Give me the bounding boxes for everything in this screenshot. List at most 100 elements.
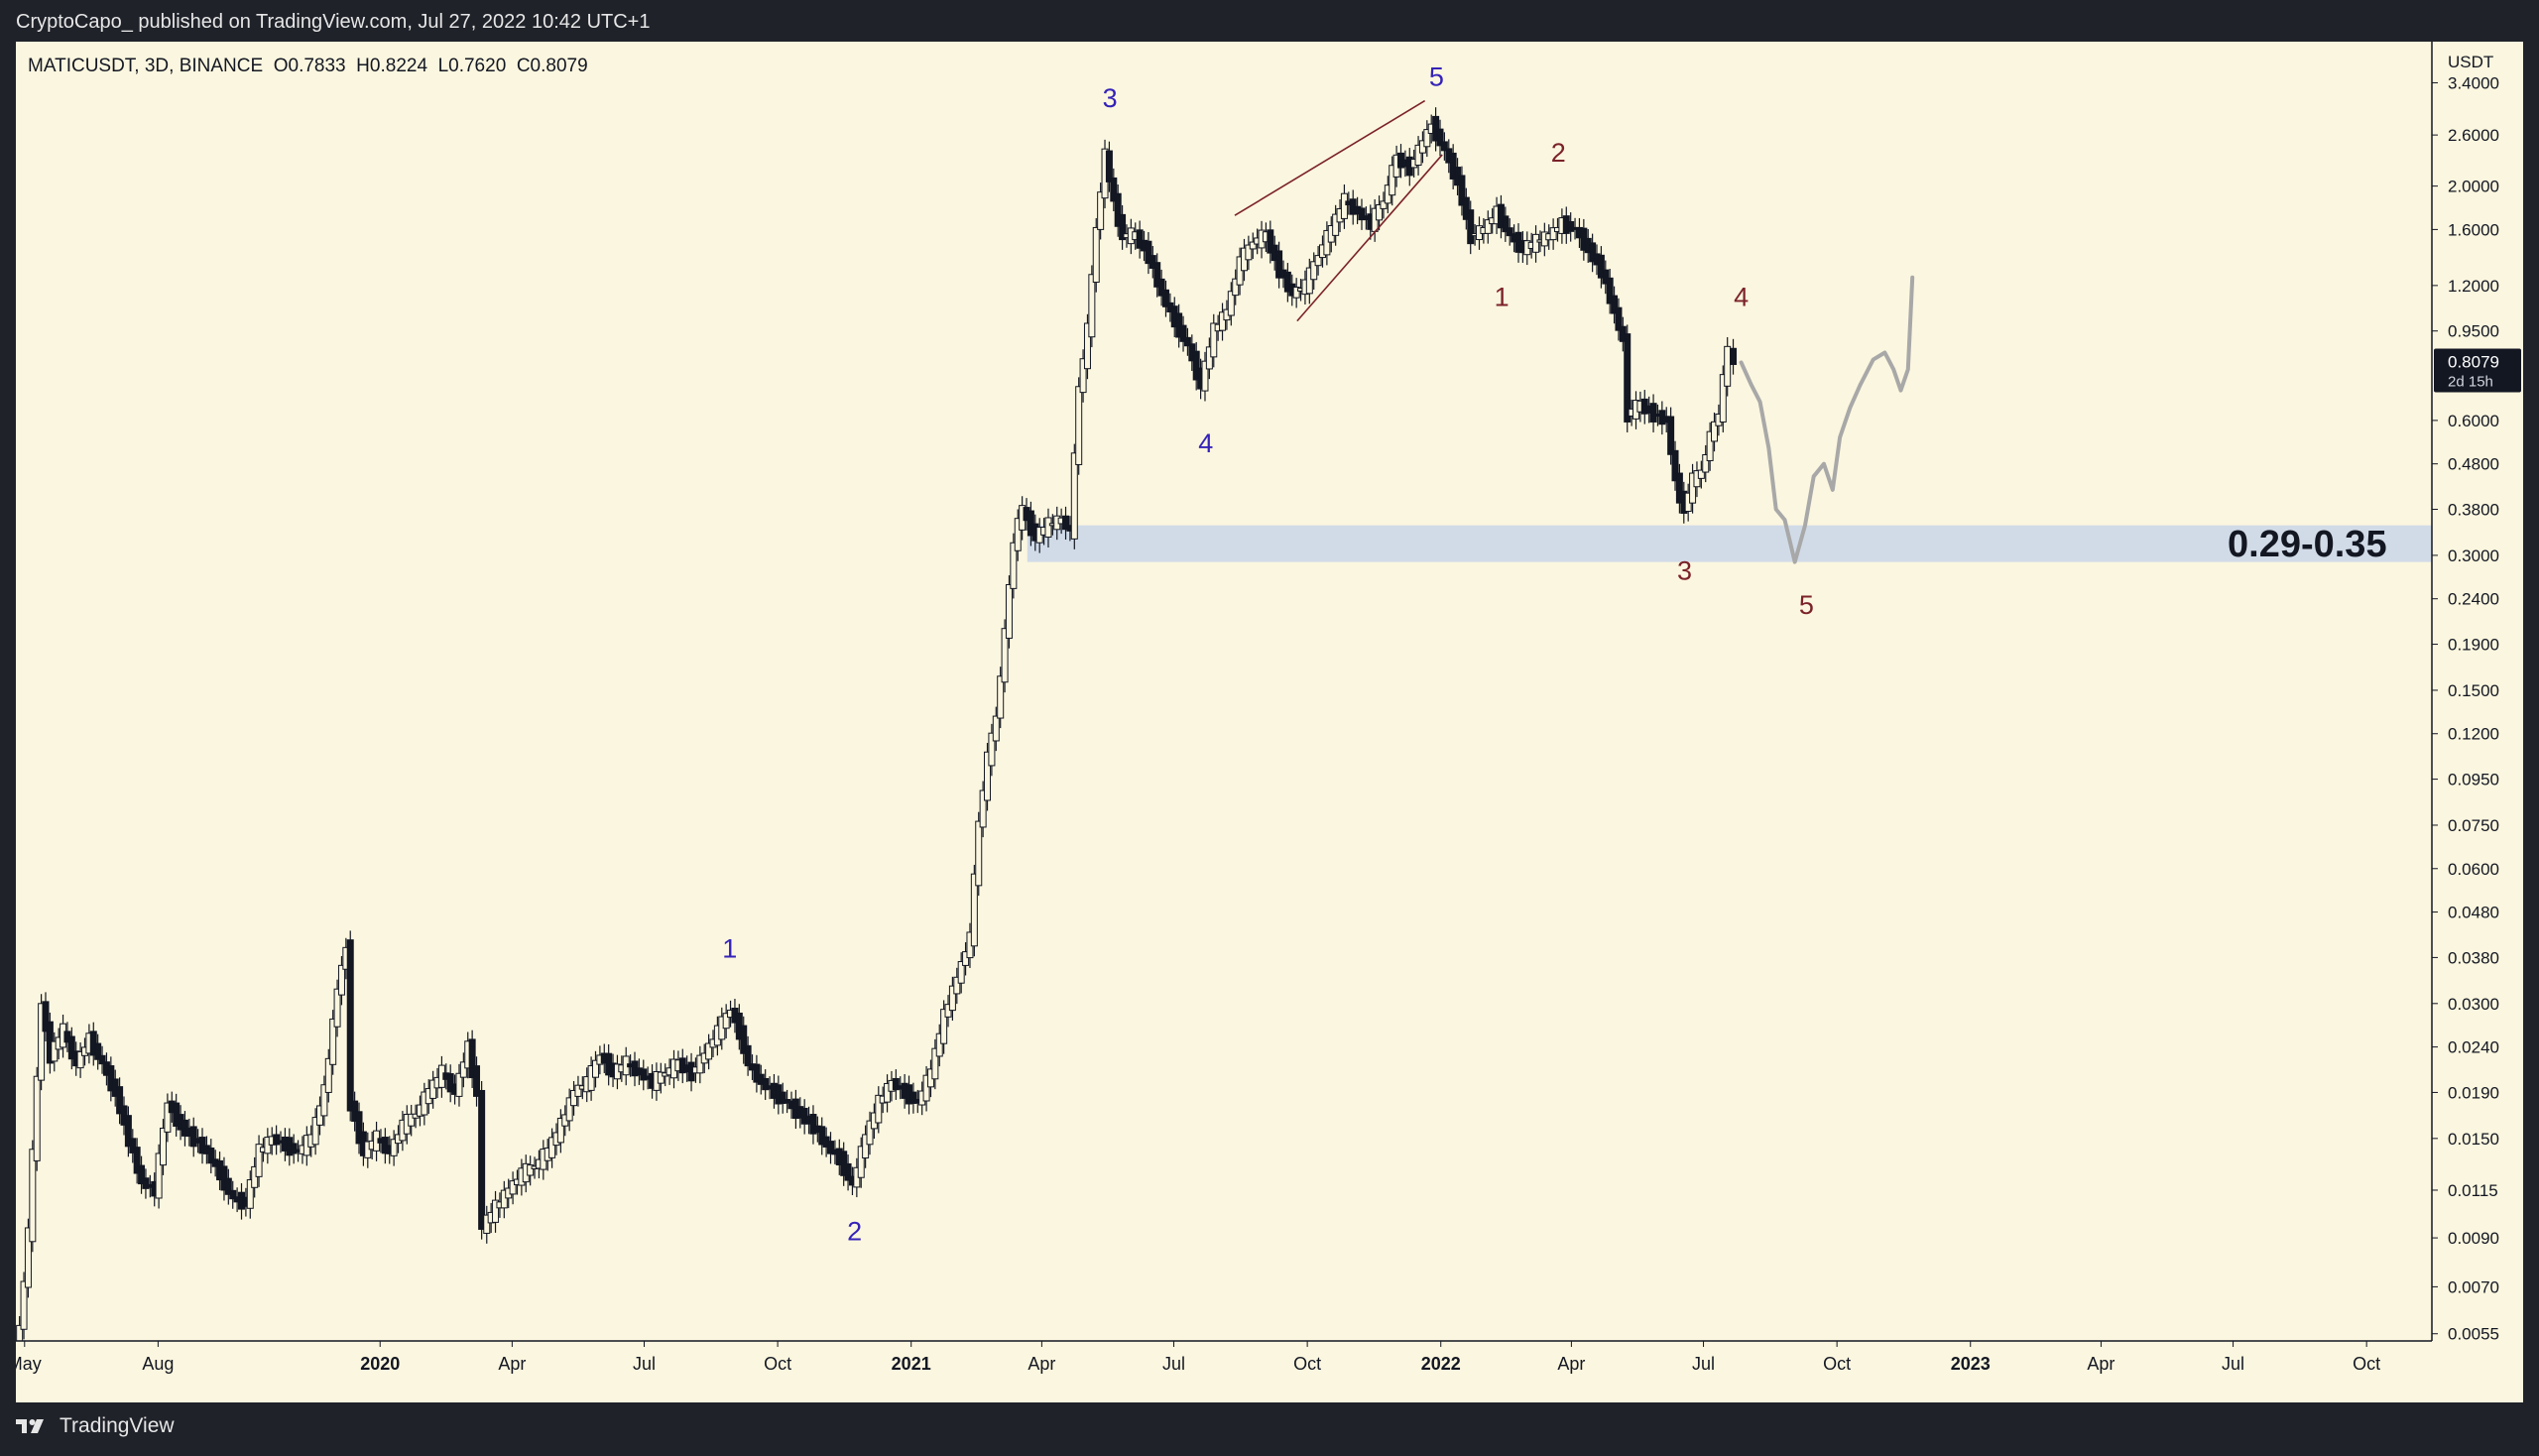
candle-body — [459, 1061, 467, 1078]
support-zone — [1027, 525, 2432, 562]
brand[interactable]: TradingView — [16, 1414, 175, 1438]
candle-body — [1711, 421, 1719, 442]
time-tick-label: Jul — [1162, 1354, 1185, 1374]
candle-body — [273, 1134, 281, 1146]
candle-body — [1083, 322, 1091, 370]
candle-body — [1245, 244, 1253, 261]
candle-body — [1014, 518, 1022, 551]
current-price-countdown: 2d 15h — [2448, 374, 2493, 391]
candle-body — [657, 1071, 665, 1084]
price-tick-label: 0.3000 — [2448, 546, 2499, 565]
candle-body — [953, 976, 961, 995]
candle-body — [1119, 213, 1127, 241]
candle-body — [329, 1018, 337, 1065]
time-tick-label: Apr — [2087, 1354, 2115, 1374]
candle-body — [24, 1227, 32, 1288]
candle-body — [744, 1044, 752, 1067]
candle-body — [290, 1143, 298, 1154]
time-tick-label: 2023 — [1951, 1354, 1991, 1374]
candle-body — [1671, 449, 1679, 482]
candle-body — [992, 715, 1000, 742]
candle-body — [1210, 322, 1218, 358]
candle-body — [1724, 345, 1732, 387]
symbol-ohlc-line: MATICUSDT, 3D, BINANCE O0.7833 H0.8224 L… — [28, 56, 588, 76]
tradingview-logo-icon — [16, 1419, 44, 1433]
candle-body — [337, 964, 345, 996]
price-tick-label: 0.0480 — [2448, 904, 2499, 922]
candle-body — [124, 1115, 132, 1148]
candle-body — [1005, 583, 1013, 639]
candle-body — [492, 1199, 500, 1223]
candle-body — [1145, 240, 1152, 265]
time-tick-label: Aug — [142, 1354, 174, 1374]
candle-body — [1283, 271, 1291, 293]
candle-body — [722, 1013, 730, 1030]
candle-body — [29, 1149, 37, 1243]
candle-body — [931, 1047, 939, 1080]
candle-body — [1615, 306, 1623, 331]
candle-body — [1719, 374, 1727, 423]
price-tick-label: 0.0750 — [2448, 816, 2499, 835]
candle-body — [33, 1075, 41, 1161]
price-tick-label: 0.0070 — [2448, 1277, 2499, 1296]
candle-body — [1462, 196, 1470, 220]
candle-body — [1267, 229, 1274, 254]
candle-body — [844, 1162, 852, 1181]
candle-body — [548, 1137, 556, 1158]
candle-body — [556, 1117, 564, 1144]
candle-body — [138, 1164, 146, 1185]
publish-bar: CryptoCapo_ published on TradingView.com… — [0, 0, 2539, 42]
candle-body — [390, 1139, 398, 1156]
candle-body — [827, 1141, 835, 1154]
candle-body — [408, 1113, 416, 1127]
candle-body — [155, 1153, 163, 1199]
candle-body — [997, 675, 1005, 719]
price-chart[interactable]: 0.29-0.35 1 2 3 4 5 1 2 3 4 5 USDT 3.4000 2.6000 2.0… — [16, 42, 2523, 1402]
candle-body — [229, 1189, 237, 1200]
time-tick-label: 2022 — [1421, 1354, 1461, 1374]
candle-body — [1075, 386, 1083, 465]
chart-area[interactable]: 0.29-0.35 1 2 3 4 5 1 2 3 4 5 USDT 3.4000 2.6000 2.0… — [16, 42, 2523, 1402]
candle-body — [875, 1094, 883, 1124]
candle-body — [1358, 207, 1366, 221]
price-tick-label: 0.1500 — [2448, 681, 2499, 700]
price-tick-label: 0.9500 — [2448, 322, 2499, 341]
candle-body — [1232, 278, 1240, 297]
candle-body — [255, 1144, 263, 1177]
candle-body — [1380, 200, 1388, 209]
wave-label: 3 — [1677, 555, 1692, 585]
candle-body — [1249, 241, 1257, 250]
price-axis-bg[interactable] — [2432, 42, 2523, 1402]
candle-body — [429, 1079, 437, 1099]
time-tick-label: Oct — [1293, 1354, 1321, 1374]
candle-body — [1597, 254, 1605, 279]
time-axis-bg[interactable] — [16, 1341, 2523, 1402]
candle-body — [818, 1126, 826, 1146]
candle-body — [1689, 472, 1697, 504]
time-tick-label: Jul — [2222, 1354, 2244, 1374]
current-price-tag — [2434, 348, 2521, 393]
candle-body — [892, 1077, 900, 1091]
price-tick-label: 0.0600 — [2448, 860, 2499, 879]
candle-body — [922, 1074, 930, 1102]
price-tick-label: 0.2400 — [2448, 590, 2499, 609]
candle-body — [311, 1117, 319, 1146]
candle-body — [975, 820, 983, 887]
price-tick-label: 0.1900 — [2448, 636, 2499, 655]
price-tick-label: 0.0090 — [2448, 1229, 2499, 1248]
candle-body — [133, 1147, 141, 1174]
candle-body — [696, 1054, 704, 1074]
candle-body — [1332, 213, 1340, 236]
price-tick-label: 0.0300 — [2448, 995, 2499, 1014]
candle-body — [862, 1134, 870, 1158]
candle-body — [1153, 262, 1161, 288]
candle-body — [500, 1189, 508, 1209]
price-tick-label: 0.0190 — [2448, 1083, 2499, 1102]
candle-body — [1414, 144, 1422, 167]
candle-body — [76, 1050, 84, 1069]
price-tick-label: 0.0055 — [2448, 1325, 2499, 1344]
candle-body — [809, 1114, 817, 1135]
price-tick-label: 1.6000 — [2448, 220, 2499, 239]
time-tick-label: Apr — [1028, 1354, 1055, 1374]
candle-body — [1201, 360, 1209, 392]
